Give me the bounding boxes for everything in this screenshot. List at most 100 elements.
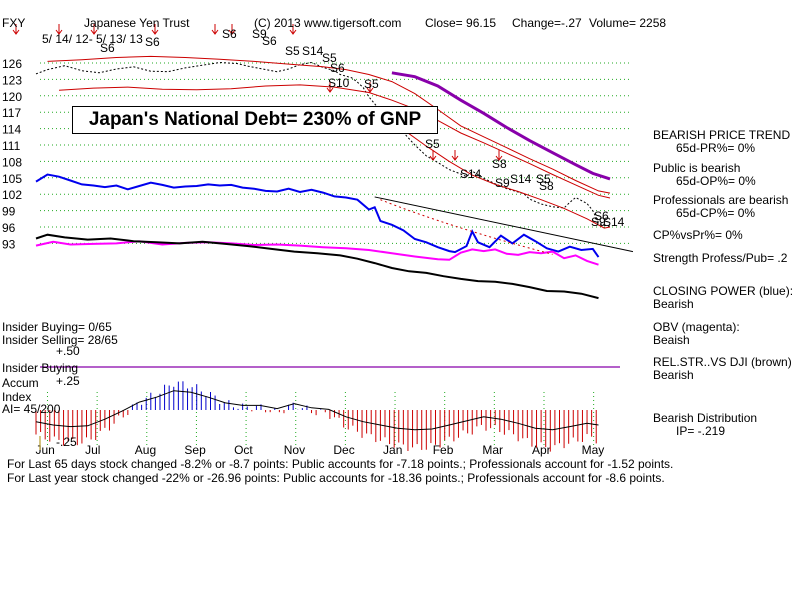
signal-label: S6 xyxy=(594,209,609,223)
signal-label: S6 xyxy=(222,27,237,41)
closing-power-title: CLOSING POWER (blue): xyxy=(653,284,794,298)
x-tick-label: May xyxy=(582,443,605,457)
signal-arrow xyxy=(451,150,459,161)
y-tick-label: 126 xyxy=(2,57,22,71)
signal-label: S9 xyxy=(591,215,606,229)
x-tick-label: Oct xyxy=(234,443,253,457)
accum-index-label: Accum Index xyxy=(2,376,39,404)
ticker-label: FXY xyxy=(2,16,26,30)
x-tick-label: Nov xyxy=(284,443,305,457)
y-tick-label: 102 xyxy=(2,188,22,202)
y-tick-label: 123 xyxy=(2,73,22,87)
signal-label: S5 xyxy=(285,44,300,58)
y-tick-label: 99 xyxy=(2,205,16,219)
insider-buying-label: Insider Buying xyxy=(2,361,79,375)
signal-label: S8 xyxy=(539,179,554,193)
downtrend-line xyxy=(374,196,634,253)
y-tick-label: 120 xyxy=(2,90,22,104)
footer-65day: For Last 65 days stock changed -8.2% or … xyxy=(7,457,674,471)
headline-banner: Japan's National Debt= 230% of GNP xyxy=(72,106,438,134)
signal-label: S9 xyxy=(252,27,267,41)
x-tick-label: Mar xyxy=(482,443,503,457)
signal-arrow xyxy=(429,150,437,161)
x-tick-label: Sep xyxy=(184,443,206,457)
volume-value: Volume= 2258 xyxy=(589,16,667,30)
signal-arrow xyxy=(366,82,374,93)
public-value: 65d-OP%= 0% xyxy=(676,174,756,188)
date-range: 5/ 14/ 12- 5/ 13/ 13 xyxy=(42,32,143,46)
series-line-lower xyxy=(380,112,611,229)
y-tick-label: 105 xyxy=(2,172,22,186)
insider-buying-count: Insider Buying= 0/65 xyxy=(2,320,112,334)
cp-dotted-ma xyxy=(380,199,553,255)
relstr-title: REL.STR..VS DJI (brown) xyxy=(653,355,792,369)
y-tick-label: 111 xyxy=(2,139,21,153)
x-tick-label: Jan xyxy=(383,443,402,457)
plus-25-label: +.25 xyxy=(56,374,80,388)
signal-arrow xyxy=(211,24,219,35)
y-tick-label: 96 xyxy=(2,221,16,235)
insider-selling-count: Insider Selling= 28/65 xyxy=(2,333,118,347)
signal-label: S5 xyxy=(425,137,440,151)
accum-ma-line xyxy=(35,390,599,431)
y-tick-label: 108 xyxy=(2,155,22,169)
signal-label: S14 xyxy=(603,215,625,229)
signal-label: S14 xyxy=(460,167,482,181)
signal-arrow xyxy=(289,24,297,35)
signal-label: S14 xyxy=(302,44,324,58)
x-tick-label: Feb xyxy=(433,443,454,457)
strength-profess-pub: Strength Profess/Pub= .2 xyxy=(653,251,788,265)
price-trend-value: 65d-PR%= 0% xyxy=(676,141,756,155)
copyright: (C) 2013 www.tigersoft.com xyxy=(254,16,402,30)
series-line-long xyxy=(391,71,611,181)
series-line-middle xyxy=(58,84,611,199)
signal-arrow xyxy=(495,150,503,161)
x-tick-label: Jun xyxy=(35,443,54,457)
signal-arrow xyxy=(326,82,334,93)
x-tick-label: Apr xyxy=(532,443,551,457)
series-line-relative xyxy=(35,233,599,300)
y-tick-label: 114 xyxy=(2,123,21,137)
distribution-value: IP= -.219 xyxy=(676,424,726,438)
close-value: Close= 96.15 xyxy=(425,16,497,30)
x-tick-label: Aug xyxy=(135,443,156,457)
signal-arrow xyxy=(228,24,236,35)
signal-label: S10 xyxy=(328,76,350,90)
signal-arrow xyxy=(90,24,98,35)
signal-label: S14 xyxy=(510,172,532,186)
change-value: Change=-.27 xyxy=(512,16,582,30)
signal-label: S6 xyxy=(145,35,160,49)
x-tick-label: Dec xyxy=(333,443,354,457)
signal-arrow xyxy=(55,24,63,35)
signal-label: S8 xyxy=(492,157,507,171)
professionals-value: 65d-CP%= 0% xyxy=(676,206,756,220)
fund-name: Japanese Yen Trust xyxy=(84,16,190,30)
distribution-title: Bearish Distribution xyxy=(653,411,758,425)
closing-power-value: Bearish xyxy=(653,297,694,311)
professionals-title: Professionals are bearish xyxy=(653,193,789,207)
plus-50-label: +.50 xyxy=(56,344,80,358)
signal-label: S6 xyxy=(262,34,277,48)
obv-title: OBV (magenta): xyxy=(653,320,740,334)
ai-label: AI= 45/200 xyxy=(2,402,61,416)
series-line-upper xyxy=(47,55,611,194)
signal-label: S9 xyxy=(495,176,510,190)
footer-1year: For Last year stock changed -22% or -26.… xyxy=(7,471,665,485)
obv-value: Beaish xyxy=(653,333,690,347)
signal-label: S6 xyxy=(100,41,115,55)
price-trend-title: BEARISH PRICE TREND xyxy=(653,128,791,142)
signal-label: S5 xyxy=(536,172,551,186)
series-line-closing xyxy=(35,173,600,258)
x-tick-label: Jul xyxy=(85,443,100,457)
signal-label: S6 xyxy=(330,61,345,75)
signal-label: S5 xyxy=(364,77,379,91)
y-tick-label: 117 xyxy=(2,106,21,120)
signal-arrow xyxy=(12,24,20,35)
public-title: Public is bearish xyxy=(653,161,741,175)
minus-25-label: -.25 xyxy=(56,435,77,449)
signal-arrow xyxy=(151,24,159,35)
y-tick-label: 93 xyxy=(2,237,16,251)
signal-label: S5 xyxy=(322,51,337,65)
relstr-value: Bearish xyxy=(653,368,694,382)
